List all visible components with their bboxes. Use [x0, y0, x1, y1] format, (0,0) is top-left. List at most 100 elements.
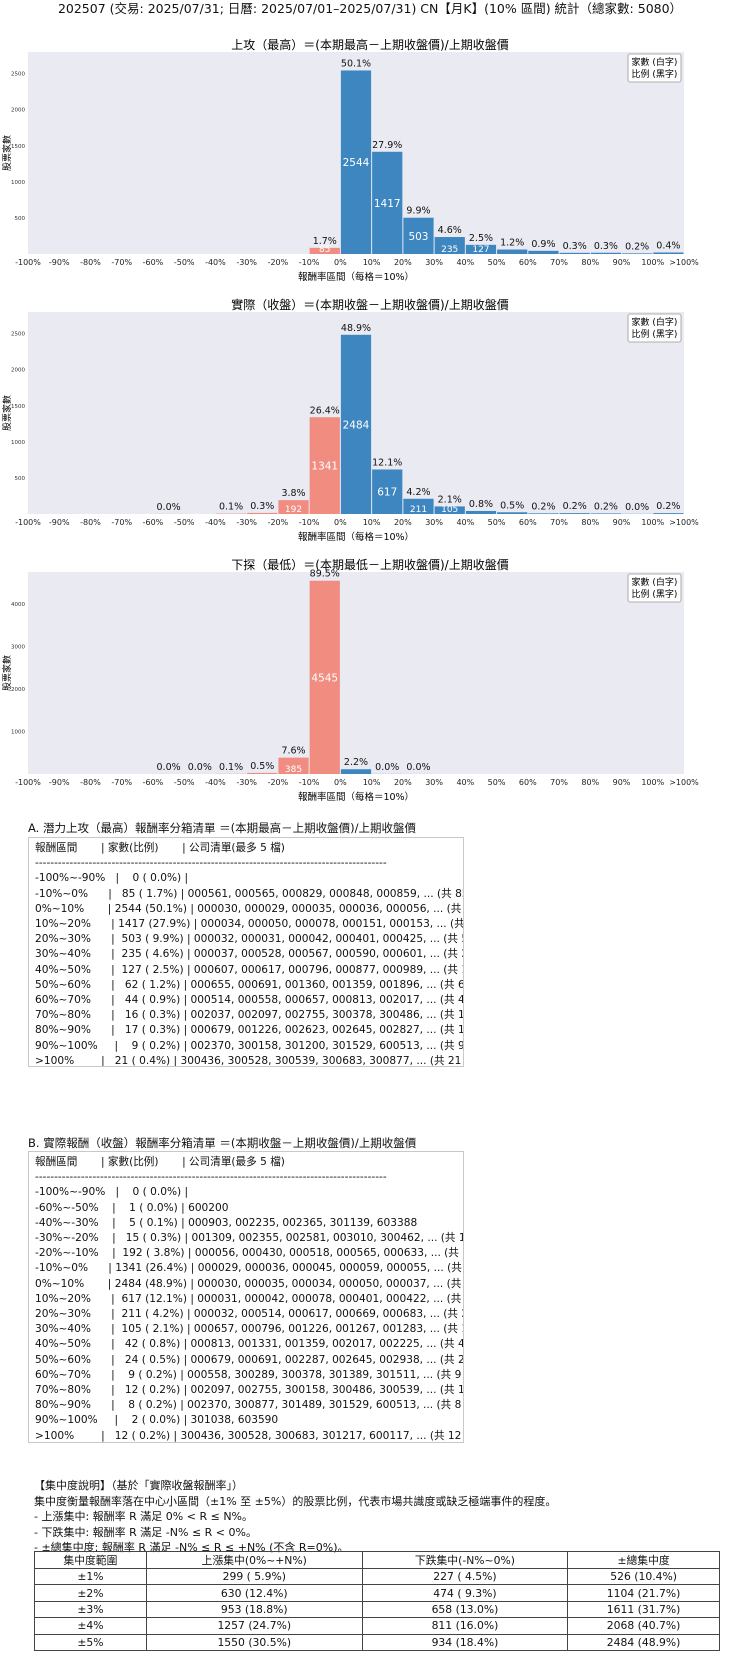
- y-tick-label: 2000: [11, 687, 25, 693]
- bar-percent-label: 0.9%: [531, 239, 555, 250]
- x-tick-label: -50%: [174, 258, 195, 267]
- bar: [340, 70, 372, 254]
- list-line: 70%~80% | 12 ( 0.2%) | 002097, 002755, 3…: [35, 1384, 464, 1397]
- x-tick-label: 60%: [519, 778, 537, 787]
- y-tick-label: 1500: [11, 404, 25, 410]
- x-tick-label: -10%: [299, 518, 320, 527]
- x-tick-label: 100%: [641, 778, 664, 787]
- concentration-note: - 下跌集中: 報酬率 R 滿足 -N% ≤ R < 0%。: [34, 1525, 257, 1539]
- x-tick-label: -50%: [174, 518, 195, 527]
- table-cell: 227 ( 4.5%): [361, 1567, 569, 1586]
- legend-entry: 比例 (黑字): [632, 328, 678, 340]
- bar-percent-label: 0.8%: [469, 499, 493, 510]
- bar-percent-label: 3.8%: [281, 488, 305, 499]
- table-header-cell: 上漲集中(0%~+N%): [145, 1551, 363, 1569]
- concentration-notes: 【集中度說明】（基於「實際收盤報酬率」） 集中度衡量報酬率落在中心小區間（±1% …: [34, 1478, 556, 1556]
- x-tick-label: 50%: [488, 778, 506, 787]
- table-cell: ±5%: [34, 1633, 147, 1651]
- table-cell: 630 (12.4%): [145, 1584, 363, 1602]
- x-tick-label: 30%: [425, 778, 443, 787]
- chart-title: 上攻（最高）＝(本期最高－上期收盤價)/上期收盤價: [231, 38, 508, 52]
- y-tick-label: 1000: [11, 180, 25, 186]
- legend: 家數 (白字)比例 (黑字): [627, 313, 682, 343]
- chart-title: 下探（最低）＝(本期最低－上期收盤價)/上期收盤價: [231, 558, 508, 572]
- table-cell: 953 (18.8%): [145, 1600, 363, 1619]
- bar: [340, 769, 372, 774]
- x-tick-label: 20%: [394, 258, 412, 267]
- list-line: -20%~-10% | 192 ( 3.8%) | 000056, 000430…: [35, 1247, 464, 1260]
- plot-area: [28, 572, 684, 774]
- y-tick-label: 500: [15, 216, 26, 222]
- bar: [309, 247, 340, 254]
- bar-percent-label: 0.0%: [157, 502, 181, 513]
- bar: [403, 217, 434, 254]
- list-line: ----------------------------------------…: [35, 1171, 387, 1184]
- x-tick-label: >100%: [669, 778, 699, 787]
- bar-percent-label: 2.5%: [469, 233, 493, 244]
- x-tick-label: -80%: [80, 518, 101, 527]
- y-tick-label: 1000: [11, 729, 25, 735]
- x-tick-label: -90%: [49, 518, 70, 527]
- table-cell: 1550 (30.5%): [145, 1633, 363, 1651]
- list-line: 報酬區間 | 家數(比例) | 公司清單(最多 5 檔): [35, 1156, 285, 1168]
- legend: 家數 (白字)比例 (黑字): [627, 53, 682, 83]
- x-tick-label: 50%: [488, 258, 506, 267]
- bar-percent-label: 1.7%: [313, 236, 337, 247]
- bar-count-label: 85: [319, 245, 330, 255]
- list-line: -60%~-50% | 1 ( 0.0%) | 600200: [35, 1201, 229, 1214]
- legend-entry: 家數 (白字): [632, 316, 678, 328]
- bar: [559, 513, 590, 514]
- list-line: 40%~50% | 127 ( 2.5%) | 000607, 000617, …: [35, 963, 464, 976]
- bar: [403, 498, 434, 514]
- bar: [559, 252, 590, 254]
- bar-percent-label: 26.4%: [310, 405, 340, 416]
- legend-entry: 家數 (白字): [632, 56, 678, 68]
- bar-percent-label: 48.9%: [341, 323, 371, 334]
- bar-percent-label: 0.0%: [625, 502, 649, 513]
- x-tick-label: 90%: [613, 778, 631, 787]
- x-tick-label: 30%: [425, 258, 443, 267]
- bar: [528, 513, 559, 514]
- y-tick-label: 1500: [11, 144, 25, 150]
- x-tick-label: 80%: [581, 258, 599, 267]
- list-line: 50%~60% | 62 ( 1.2%) | 000655, 000691, 0…: [35, 978, 464, 991]
- table-header-cell: 集中度範圍: [34, 1551, 147, 1569]
- list-line: 30%~40% | 105 ( 2.1%) | 000657, 000796, …: [35, 1323, 464, 1336]
- concentration-note: 集中度衡量報酬率落在中心小區間（±1% 至 ±5%）的股票比例，代表市場共識度或…: [34, 1494, 557, 1508]
- bar-count-label: 211: [410, 505, 427, 515]
- bar-count-label: 2484: [343, 419, 370, 431]
- list-line: 60%~70% | 44 ( 0.9%) | 000514, 000558, 0…: [35, 994, 464, 1007]
- list-line: 90%~100% | 2 ( 0.0%) | 301038, 603590: [35, 1414, 279, 1427]
- x-tick-label: 40%: [456, 258, 474, 267]
- x-tick-label: >100%: [669, 258, 699, 267]
- table-cell: ±2%: [34, 1584, 147, 1602]
- x-tick-label: 80%: [581, 778, 599, 787]
- bar-percent-label: 89.5%: [310, 569, 340, 580]
- section-b-title: B. 實際報酬（收盤）報酬率分箱清單 ＝(本期收盤－上期收盤價)/上期收盤價: [28, 1136, 417, 1150]
- x-tick-label: -10%: [299, 258, 320, 267]
- bar-percent-label: 0.0%: [157, 762, 181, 773]
- list-line: -10%~0% | 85 ( 1.7%) | 000561, 000565, 0…: [35, 887, 464, 900]
- bar: [465, 244, 497, 254]
- bar-count-label: 2544: [343, 157, 370, 169]
- concentration-note: - 上漲集中: 報酬率 R 滿足 0% < R ≤ N%。: [34, 1510, 253, 1523]
- bar-percent-label: 0.0%: [188, 762, 212, 773]
- bar-percent-label: 0.4%: [656, 240, 680, 251]
- x-tick-label: -30%: [236, 518, 257, 527]
- x-tick-label: -70%: [111, 778, 132, 787]
- bar-percent-label: 2.2%: [344, 757, 368, 768]
- bar-percent-label: 27.9%: [372, 140, 402, 151]
- table-cell: 1257 (24.7%): [145, 1617, 363, 1635]
- x-tick-label: 0%: [334, 518, 347, 527]
- bar: [278, 757, 309, 774]
- x-axis-label: 報酬率區間（每格＝10%）: [298, 791, 414, 803]
- list-line: 80%~90% | 8 ( 0.2%) | 002370, 300877, 30…: [35, 1399, 464, 1412]
- y-tick-label: 2000: [11, 108, 25, 114]
- x-tick-label: 10%: [363, 258, 381, 267]
- list-line: 0%~10% | 2484 (48.9%) | 000030, 000035, …: [35, 1277, 464, 1290]
- x-tick-label: 20%: [394, 518, 412, 527]
- x-tick-label: -20%: [268, 778, 289, 787]
- legend-box: [627, 573, 682, 603]
- x-tick-label: -80%: [80, 778, 101, 787]
- bar: [247, 772, 278, 774]
